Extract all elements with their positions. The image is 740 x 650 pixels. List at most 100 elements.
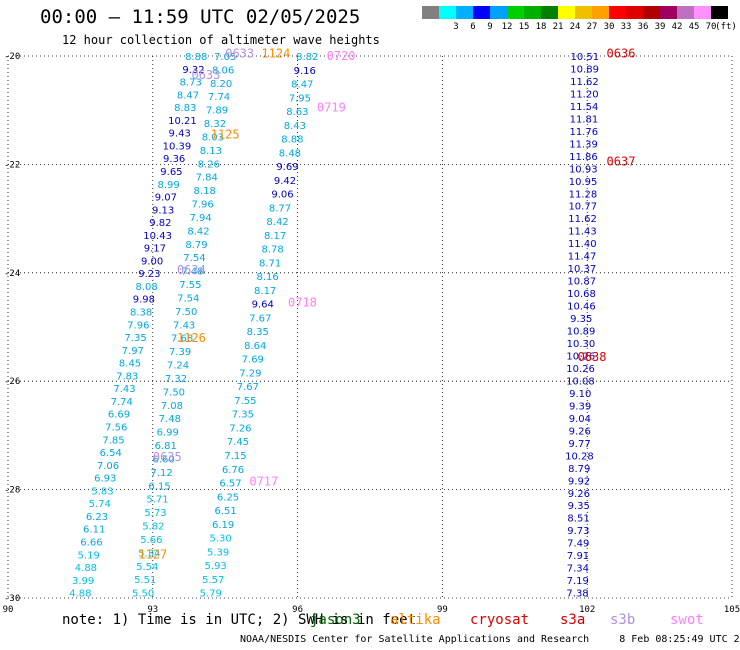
data-label: 7.83 [116, 371, 138, 382]
data-label: 7.29 [239, 368, 261, 379]
data-label: 5.54 [136, 562, 158, 573]
data-label: 5.71 [146, 495, 168, 506]
data-label: 8.17 [254, 286, 276, 297]
data-label: 6.15 [148, 481, 170, 492]
time-label: 0719 [317, 100, 346, 114]
data-label: 7.68 [171, 334, 193, 345]
data-label: 5.73 [144, 508, 166, 519]
data-label: 9.10 [569, 389, 591, 400]
data-label: 10.28 [565, 451, 594, 462]
data-label: 7.85 [102, 435, 124, 446]
data-label: 10.89 [567, 327, 596, 338]
time-label: 0633 [191, 68, 220, 82]
data-label: 10.26 [566, 351, 595, 362]
page-title: 00:00 – 11:59 UTC 02/05/2025 [40, 6, 361, 28]
data-label: 7.54 [183, 253, 205, 264]
footer-note-text: note: 1) Time is in UTC; 2) SWH is in fe… [62, 612, 417, 628]
data-label: 11.81 [570, 114, 599, 125]
time-label: 0637 [607, 155, 636, 169]
legend-unit: (ft) [715, 22, 737, 32]
credit-text: NOAA/NESDIS Center for Satellite Applica… [240, 634, 590, 645]
satellite-s3a: s3a [560, 612, 586, 628]
data-label: 9.73 [567, 526, 589, 537]
data-label: 10.68 [567, 289, 596, 300]
data-label: 7.49 [567, 539, 589, 550]
data-label: 8.42 [187, 226, 209, 237]
timestamp: 8 Feb 08:25:49 UTC 2025 [619, 634, 740, 645]
data-label: 11.62 [570, 77, 599, 88]
time-label: 1127 [138, 548, 167, 562]
data-label: 6.54 [100, 448, 122, 459]
data-label: 8.78 [261, 245, 283, 256]
y-tick-label: -22 [4, 160, 20, 170]
footer-note: note: 1) Time is in UTC; 2) SWH is in fe… [62, 612, 416, 628]
data-label: 8.88 [185, 52, 207, 63]
time-label: 0636 [607, 46, 636, 60]
satellite-s3b: s3b [610, 612, 636, 628]
data-label: 8.20 [210, 79, 232, 90]
data-label: 10.37 [568, 264, 597, 275]
data-label: 5.57 [202, 575, 224, 586]
data-label: 7.24 [167, 361, 189, 372]
data-label: 9.35 [570, 314, 592, 325]
legend-label: 6 [470, 22, 476, 32]
time-label: 0718 [288, 296, 317, 310]
data-label: 6.51 [214, 506, 236, 517]
data-label: 7.50 [175, 307, 197, 318]
data-label: 6.23 [86, 512, 108, 523]
data-label: 11.86 [569, 152, 598, 163]
data-label: 5.66 [140, 535, 162, 546]
data-label: 5.83 [91, 486, 113, 497]
time-label: 0634 [177, 263, 206, 277]
data-label: 9.69 [276, 162, 298, 173]
legend-label: 27 [586, 22, 598, 32]
data-label: 3.99 [72, 576, 94, 587]
data-label: 6.93 [94, 474, 116, 485]
data-label: 7.45 [227, 437, 249, 448]
data-label: 9.04 [569, 414, 591, 425]
data-label: 8.79 [185, 240, 207, 251]
data-label: 7.15 [224, 451, 246, 462]
data-label: 7.55 [179, 280, 201, 291]
data-label: 8.32 [204, 119, 226, 130]
data-label: 7.89 [206, 106, 228, 117]
data-label: 8.51 [567, 514, 589, 525]
satellite-swot: swot [670, 612, 704, 628]
y-tick-label: -28 [4, 486, 20, 496]
chart-subtitle: 12 hour collection of altimeter wave hei… [62, 33, 380, 47]
data-label: 9.35 [568, 501, 590, 512]
data-label: 8.08 [135, 282, 157, 293]
data-label: 8.42 [266, 217, 288, 228]
time-label: 0635 [153, 450, 182, 464]
data-label: 10.87 [567, 277, 596, 288]
data-label: 11.20 [570, 89, 599, 100]
satellite-jason3: jason3 [310, 612, 361, 628]
data-label: 8.18 [194, 186, 216, 197]
data-label: 10.26 [566, 364, 595, 375]
data-label: 9.65 [160, 167, 182, 178]
data-label: 9.13 [152, 205, 174, 216]
legend-swatch [643, 6, 660, 19]
data-label: 7.67 [237, 382, 259, 393]
x-tick-label: 96 [292, 605, 303, 615]
legend-label: 45 [688, 22, 700, 32]
data-label: 9.23 [138, 269, 160, 280]
data-label: 7.26 [229, 423, 251, 434]
x-tick-label: 99 [437, 605, 448, 615]
legend-swatch [541, 6, 558, 19]
legend-swatch [558, 6, 575, 19]
legend-swatch [609, 6, 626, 19]
data-label: 7.38 [566, 589, 588, 600]
data-label: 9.06 [271, 190, 293, 201]
data-label: 7.19 [567, 576, 589, 587]
data-label: 5.51 [134, 575, 156, 586]
data-label: 4.88 [69, 589, 91, 600]
data-label: 9.16 [294, 66, 316, 77]
data-label: 7.39 [169, 347, 191, 358]
data-label: 9.26 [569, 426, 591, 437]
data-label: 6.60 [153, 454, 175, 465]
data-label: 8.35 [247, 327, 269, 338]
data-label: 10.30 [567, 339, 596, 350]
legend-swatch [422, 6, 439, 19]
data-label: 7.06 [97, 461, 119, 472]
